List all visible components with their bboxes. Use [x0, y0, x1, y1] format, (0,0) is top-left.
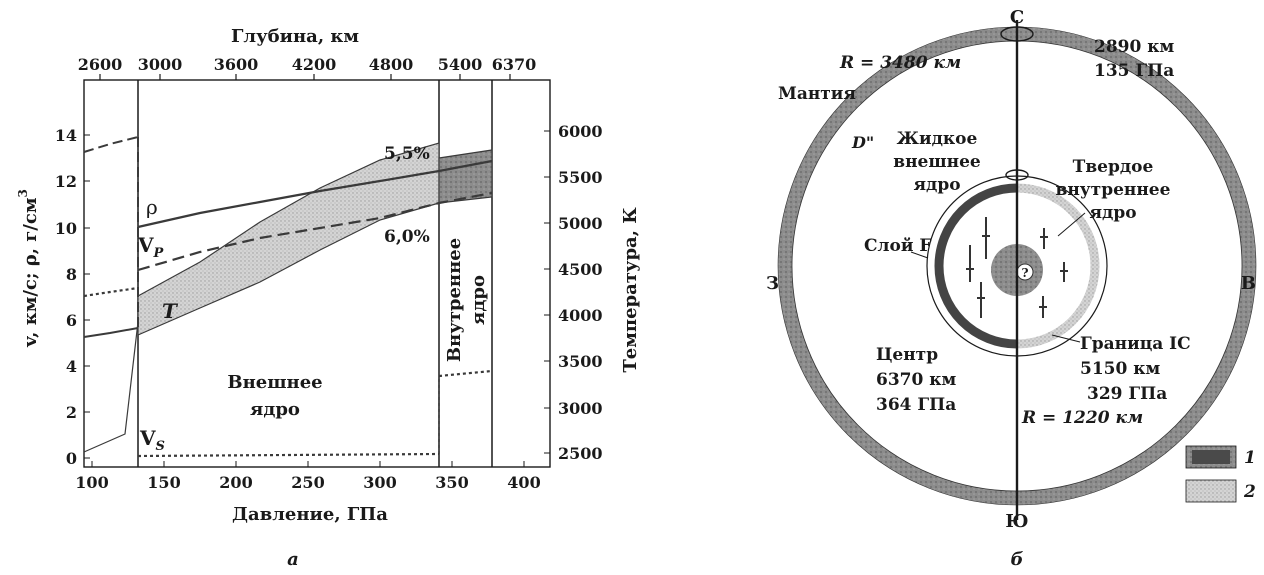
bottom-tick-label: 350	[435, 473, 468, 492]
left-tick-label: 14	[55, 126, 77, 145]
ic-boundary-leader	[1051, 334, 1081, 343]
right-tick-label: 2500	[558, 444, 603, 463]
d-double-prime-label: D"	[851, 133, 874, 152]
chart-panel-a: Глубина, км 2600 3000 3600 4200 4800 540…	[16, 26, 641, 570]
r-inner-label: R = 1220 км	[1021, 408, 1143, 428]
vs-curve-inner	[438, 369, 493, 378]
top-axis-ticks: 2600 3000 3600 4200 4800 5400 6370	[78, 55, 537, 80]
center-label-2: 6370 км	[876, 370, 957, 390]
layer-f-leader	[910, 251, 929, 259]
diagram-panel-b: ? С Ю З В R = 3480 км Мантия D" 2890 км …	[766, 7, 1257, 570]
ic-boundary-label-3: 329 ГПа	[1087, 384, 1167, 404]
vp-curve-mantle	[83, 136, 139, 153]
solid-core-leader	[1057, 212, 1086, 237]
density-curve-core	[137, 159, 493, 229]
rotation-arrow-core	[1005, 169, 1029, 181]
density-curve-mantle	[83, 327, 139, 338]
left-tick-label: 0	[66, 449, 77, 468]
ic-boundary-label-2: 5150 км	[1080, 359, 1161, 379]
temperature-band-inner	[438, 149, 493, 204]
legend-key-1: 1	[1244, 448, 1256, 468]
bottom-axis-ticks: 100 150 200 250 300 350 400	[75, 461, 541, 492]
west-label: З	[766, 273, 779, 294]
plot-frame	[83, 79, 551, 468]
left-tick-label: 2	[66, 403, 77, 422]
bottom-tick-label: 400	[507, 473, 540, 492]
legend-swatch-2	[1185, 479, 1237, 503]
top-tick-label: 3600	[214, 55, 259, 74]
solid-core-label-1: Твердое	[1073, 157, 1154, 177]
right-tick-label: 5500	[558, 168, 603, 187]
right-tick-label: 5000	[558, 214, 603, 233]
top-tick-label: 5400	[438, 55, 483, 74]
right-tick-label: 6000	[558, 122, 603, 141]
bottom-tick-label: 100	[75, 473, 108, 492]
solid-core-label-3: ядро	[1089, 203, 1136, 223]
inner-core-label-2: ядро	[468, 275, 489, 325]
east-label: В	[1241, 273, 1256, 294]
caption-b: б	[1011, 549, 1024, 570]
inner-core-dark-half	[934, 183, 1018, 349]
vs-curve-mantle	[83, 286, 139, 298]
label-vp: VP	[137, 233, 165, 261]
label-rho: ρ	[146, 195, 158, 219]
right-tick-label: 4000	[558, 306, 603, 325]
pressure-label: 135 ГПа	[1094, 61, 1174, 81]
right-axis-title: Температура, К	[620, 207, 641, 373]
question-mark: ?	[1021, 266, 1028, 280]
top-tick-label: 4200	[292, 55, 337, 74]
outer-core-label-1: Внешнее	[227, 372, 322, 393]
north-label: С	[1010, 7, 1024, 28]
mantle-lower-curve	[83, 321, 139, 453]
left-axis-title: v, км/с; ρ, г/см3	[16, 189, 41, 348]
solid-core-label-2: внутреннее	[1056, 180, 1171, 200]
liquid-core-label-1: Жидкое	[897, 129, 978, 149]
top-tick-label: 4800	[369, 55, 414, 74]
vp-curve-core	[137, 191, 493, 272]
left-tick-label: 12	[55, 172, 77, 191]
bottom-axis-title: Давление, ГПа	[232, 504, 388, 525]
depth-label: 2890 км	[1094, 37, 1175, 57]
left-tick-label: 8	[66, 265, 77, 284]
right-tick-label: 3500	[558, 352, 603, 371]
left-axis-ticks: 0 2 4 6 8 10 12 14	[55, 126, 90, 468]
south-label: Ю	[1005, 511, 1028, 532]
center-label-3: 364 ГПа	[876, 395, 956, 415]
outer-core-label-2: ядро	[250, 399, 300, 420]
label-t: T	[162, 299, 179, 323]
liquid-core-label-2: внешнее	[893, 152, 981, 172]
liquid-core-label-3: ядро	[913, 175, 960, 195]
r-outer-label: R = 3480 км	[839, 53, 961, 73]
bottom-tick-label: 200	[219, 473, 252, 492]
caption-a: а	[287, 549, 299, 570]
center-label-1: Центр	[876, 345, 938, 365]
mantle-label: Мантия	[778, 84, 856, 104]
label-pct-upper: 5,5%	[384, 144, 430, 164]
label-pct-lower: 6,0%	[384, 227, 430, 247]
ic-boundary-label-1: Граница IC	[1080, 334, 1191, 354]
bottom-tick-label: 300	[363, 473, 396, 492]
legend: 1 2	[1185, 445, 1256, 503]
rotation-arrow-top	[1000, 26, 1034, 42]
inner-core-light-half	[1016, 183, 1100, 349]
left-tick-label: 10	[55, 219, 77, 238]
top-tick-label: 3000	[138, 55, 183, 74]
vs-curve-core	[137, 452, 440, 458]
legend-key-2: 2	[1243, 482, 1256, 502]
inner-core-label-1: Внутреннее	[444, 238, 465, 362]
left-tick-label: 6	[66, 311, 77, 330]
left-tick-label: 4	[66, 357, 77, 376]
bottom-tick-label: 150	[147, 473, 180, 492]
anisotropy-marks	[966, 217, 1068, 318]
top-tick-label: 6370	[492, 55, 537, 74]
top-tick-label: 2600	[78, 55, 123, 74]
right-tick-label: 3000	[558, 399, 603, 418]
layer-f-label: Слой F	[864, 236, 931, 256]
top-axis-title: Глубина, км	[231, 26, 359, 47]
right-tick-label: 4500	[558, 260, 603, 279]
label-vs: VS	[139, 426, 165, 454]
right-axis-ticks: 2500 3000 3500 4000 4500 5000 5500 6000	[544, 122, 603, 463]
bottom-tick-label: 250	[291, 473, 324, 492]
